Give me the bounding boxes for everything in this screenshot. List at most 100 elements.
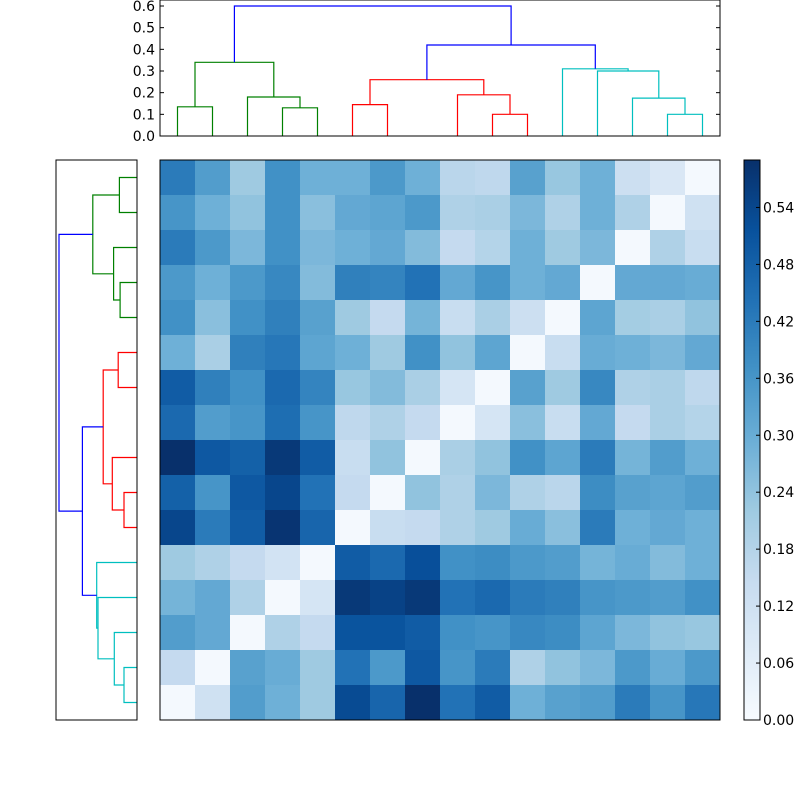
heatmap-cell [160, 265, 196, 301]
heatmap-cell [405, 195, 441, 231]
heatmap-cell [580, 685, 616, 721]
dendrogram-link [112, 246, 137, 301]
heatmap-cell [265, 230, 301, 266]
dendrogram-link [426, 44, 596, 80]
heatmap-cell [230, 265, 266, 301]
heatmap-cell [195, 405, 231, 441]
heatmap-cell [580, 230, 616, 266]
heatmap-cell [440, 685, 476, 721]
dendrogram-link [456, 94, 511, 136]
heatmap-cell [685, 300, 721, 336]
heatmap-cell [545, 545, 581, 581]
heatmap-cell [265, 370, 301, 406]
heatmap-cell [440, 580, 476, 616]
heatmap-cell [650, 195, 686, 231]
heatmap-cell [160, 545, 196, 581]
heatmap-cell [230, 615, 266, 651]
heatmap-cell [615, 615, 651, 651]
heatmap-cell [265, 405, 301, 441]
dendrogram-link [246, 96, 301, 136]
heatmap-cell [195, 300, 231, 336]
heatmap-cell [580, 510, 616, 546]
heatmap-cell [335, 685, 371, 721]
colorbar [743, 159, 761, 721]
heatmap-cell [300, 545, 336, 581]
heatmap-cell [650, 650, 686, 686]
heatmap-cell [300, 650, 336, 686]
heatmap-cell [370, 195, 406, 231]
heatmap-cell [160, 335, 196, 371]
dendrogram-link [118, 176, 137, 214]
heatmap-cell [685, 265, 721, 301]
heatmap-cell [580, 440, 616, 476]
heatmap-cell [440, 230, 476, 266]
dendrogram-link [176, 106, 214, 136]
heatmap-cell [580, 195, 616, 231]
heatmap-cell [300, 405, 336, 441]
heatmap-cell [650, 580, 686, 616]
heatmap-cell [265, 160, 301, 196]
heatmap-cell [440, 615, 476, 651]
dendrogram-link [369, 79, 485, 105]
heatmap-cell [615, 440, 651, 476]
heatmap-cell [510, 160, 546, 196]
colorbar-tick-label: 0.48 [763, 257, 794, 273]
colorbar-tick-label: 0.06 [763, 656, 794, 672]
heatmap-cell [615, 160, 651, 196]
heatmap-cell [370, 650, 406, 686]
heatmap-cell [510, 195, 546, 231]
heatmap-cell [510, 405, 546, 441]
heatmap-cell [335, 265, 371, 301]
heatmap-cell [440, 405, 476, 441]
heatmap-cell [265, 545, 301, 581]
heatmap-cell [405, 510, 441, 546]
dendrogram-link [351, 103, 389, 136]
heatmap-cell [265, 685, 301, 721]
heatmap-cell [405, 580, 441, 616]
heatmap-cell [265, 440, 301, 476]
heatmap-cell [510, 510, 546, 546]
dendrogram-link [119, 281, 137, 319]
heatmap-cell [195, 650, 231, 686]
heatmap-cell [370, 615, 406, 651]
heatmap-cell [545, 580, 581, 616]
heatmap-cell [615, 475, 651, 511]
dendrogram-link [491, 113, 529, 136]
heatmap-cell [685, 545, 721, 581]
colorbar-tick-label: 0.18 [763, 542, 794, 558]
heatmap-cell [475, 370, 511, 406]
heatmap-cell [370, 685, 406, 721]
heatmap-cell [230, 650, 266, 686]
y-tick-label: 0.4 [133, 42, 155, 58]
heatmap-cell [545, 440, 581, 476]
heatmap-cell [230, 370, 266, 406]
heatmap-cell [195, 230, 231, 266]
heatmap-cell [685, 510, 721, 546]
heatmap-cell [615, 300, 651, 336]
heatmap-cell [440, 370, 476, 406]
heatmap-cell [475, 650, 511, 686]
heatmap-cell [685, 685, 721, 721]
heatmap-cell [195, 615, 231, 651]
heatmap-cell [230, 300, 266, 336]
heatmap-cell [615, 265, 651, 301]
heatmap-cell [475, 510, 511, 546]
heatmap-cell [580, 580, 616, 616]
heatmap-cell [195, 370, 231, 406]
heatmap-cell [545, 160, 581, 196]
dendrogram-link [58, 233, 93, 512]
heatmap-cell [475, 475, 511, 511]
dendrogram-link [123, 666, 137, 704]
heatmap-cell [370, 265, 406, 301]
heatmap-cell [300, 265, 336, 301]
heatmap-cell [195, 510, 231, 546]
heatmap-cell [475, 545, 511, 581]
heatmap-cell [195, 160, 231, 196]
heatmap-cell [545, 685, 581, 721]
heatmap-cell [300, 615, 336, 651]
dendrogram-link [596, 70, 660, 136]
heatmap-cell [370, 475, 406, 511]
heatmap-cell [580, 615, 616, 651]
heatmap-cell [545, 370, 581, 406]
heatmap-cell [510, 545, 546, 581]
